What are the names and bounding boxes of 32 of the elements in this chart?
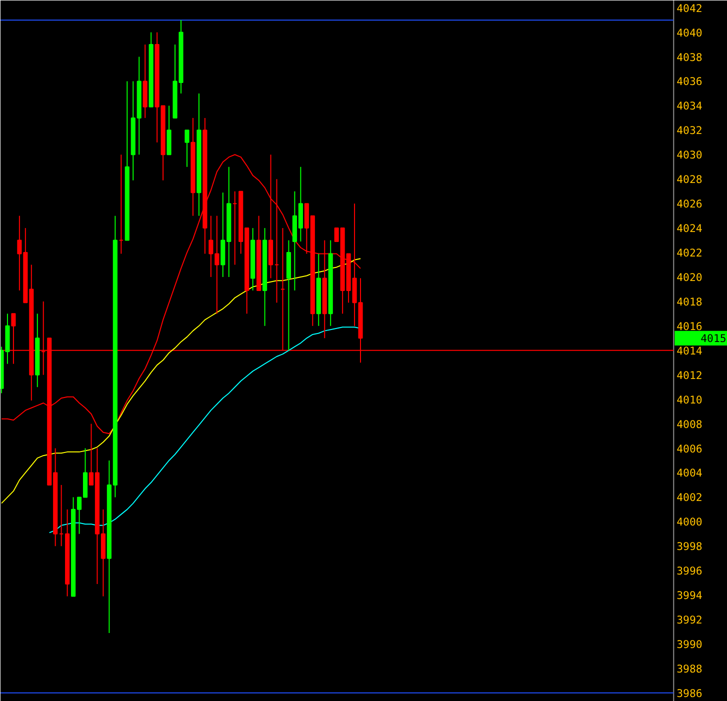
y-tick-label: 4036	[676, 75, 702, 88]
y-tick-label: 4038	[676, 50, 702, 64]
y-tick-label: 3990	[676, 638, 702, 651]
y-tick-label: 4016	[676, 320, 702, 333]
y-tick-label: 3996	[676, 564, 702, 578]
y-tick-label: 4006	[676, 442, 702, 456]
y-tick-label: 4024	[676, 222, 702, 236]
y-tick-label: 4034	[676, 100, 702, 113]
y-tick-label: 4008	[676, 418, 702, 431]
y-tick-label: 4000	[676, 516, 702, 529]
y-tick-label: 4002	[676, 491, 702, 504]
y-tick-label: 3992	[676, 614, 702, 627]
y-tick-label: 3986	[676, 686, 702, 700]
y-tick-label: 4004	[676, 466, 702, 480]
y-tick-label: 4032	[676, 124, 702, 138]
y-tick-label: 3994	[676, 589, 702, 602]
y-tick-label: 4040	[676, 26, 702, 40]
y-tick-label: 4030	[676, 148, 702, 162]
y-tick-label: 4014	[676, 344, 702, 358]
candlestick	[184, 130, 190, 168]
y-tick-label: 4018	[676, 295, 702, 308]
y-tick-label: 3988	[676, 662, 702, 676]
text: 4015	[700, 332, 726, 346]
y-tick-label: 4022	[676, 246, 702, 260]
y-tick-label: 4020	[676, 270, 702, 284]
y-tick-label: 3998	[676, 540, 702, 554]
y-tick-label: 4042	[676, 2, 702, 15]
y-tick-label: 4012	[676, 368, 702, 382]
line-series	[0, 258, 362, 504]
y-tick-label: 4026	[676, 198, 702, 211]
y-tick-label: 4010	[676, 393, 702, 406]
y-tick-label: 4028	[676, 173, 702, 186]
